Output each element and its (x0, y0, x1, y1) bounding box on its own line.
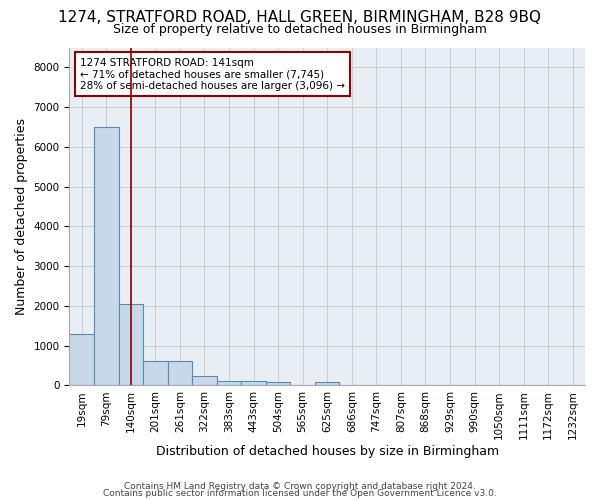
Bar (167, 360, 192, 386)
Bar (70, 334, 94, 386)
Text: Contains HM Land Registry data © Crown copyright and database right 2024.: Contains HM Land Registry data © Crown c… (124, 482, 476, 491)
Text: 1274 STRATFORD ROAD: 141sqm
← 71% of detached houses are smaller (7,745)
28% of : 1274 STRATFORD ROAD: 141sqm ← 71% of det… (80, 58, 345, 91)
Bar (266, 382, 290, 386)
Bar (94, 127, 119, 386)
Bar (143, 360, 167, 386)
X-axis label: Distribution of detached houses by size in Birmingham: Distribution of detached houses by size … (155, 444, 499, 458)
Bar (315, 382, 340, 386)
Bar (217, 380, 241, 386)
Text: Size of property relative to detached houses in Birmingham: Size of property relative to detached ho… (113, 22, 487, 36)
Bar (119, 304, 143, 386)
Text: Contains public sector information licensed under the Open Government Licence v3: Contains public sector information licen… (103, 489, 497, 498)
Y-axis label: Number of detached properties: Number of detached properties (15, 118, 28, 315)
Bar (192, 376, 217, 386)
Bar (241, 382, 266, 386)
Text: 1274, STRATFORD ROAD, HALL GREEN, BIRMINGHAM, B28 9BQ: 1274, STRATFORD ROAD, HALL GREEN, BIRMIN… (59, 10, 542, 25)
